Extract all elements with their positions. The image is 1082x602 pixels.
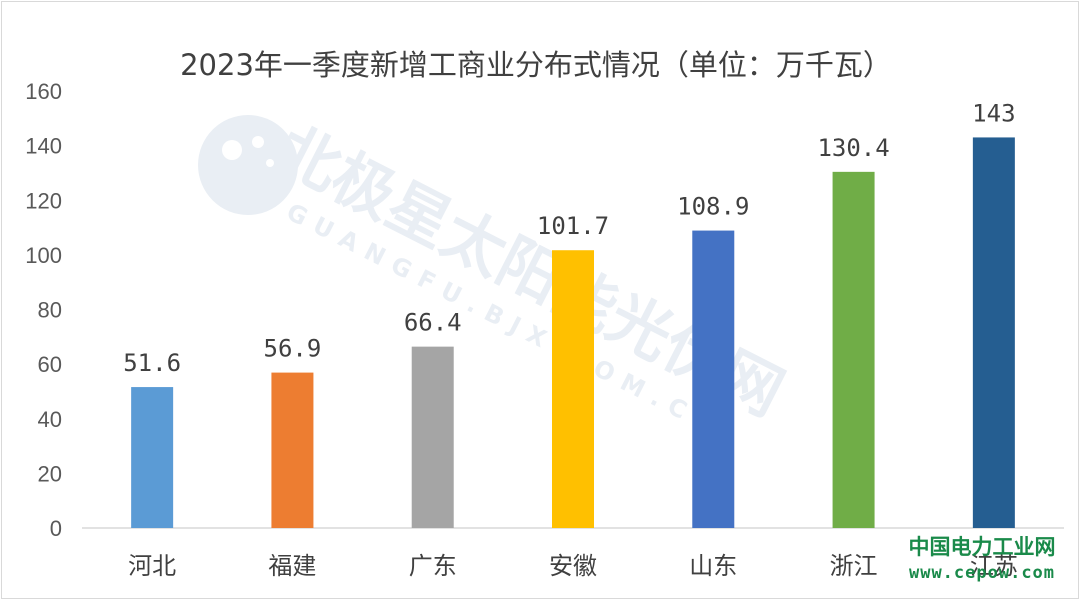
x-tick-label: 江苏 bbox=[970, 552, 1018, 580]
brand-logo: 中国电力工业网 www.cepow.com bbox=[909, 535, 1056, 583]
y-tick-label: 40 bbox=[38, 407, 62, 432]
data-label: 101.7 bbox=[537, 212, 609, 240]
data-label: 143 bbox=[972, 99, 1015, 127]
data-label: 51.6 bbox=[123, 349, 181, 377]
bar-7 bbox=[972, 137, 1015, 528]
x-tick-label: 广东 bbox=[409, 552, 457, 580]
bar-6 bbox=[832, 171, 875, 528]
y-tick-label: 140 bbox=[25, 134, 62, 159]
data-label: 56.9 bbox=[264, 335, 322, 363]
x-tick-label: 浙江 bbox=[830, 552, 878, 580]
data-label: 130.4 bbox=[817, 134, 889, 162]
bars bbox=[131, 137, 1015, 528]
x-axis: 河北 福建 广东 安徽 山东 浙江 江苏 bbox=[128, 552, 1018, 580]
bar-2 bbox=[271, 372, 314, 528]
chart-title: 2023年一季度新增工商业分布式情况（单位：万千瓦） bbox=[180, 48, 892, 82]
y-tick-label: 20 bbox=[38, 461, 62, 486]
y-tick-label: 60 bbox=[38, 352, 62, 377]
watermark-logo-icon bbox=[198, 115, 298, 215]
x-tick-label: 福建 bbox=[268, 552, 316, 580]
brand-url: www.cepow.com bbox=[909, 563, 1055, 583]
bar-3 bbox=[411, 346, 454, 528]
x-tick-label: 山东 bbox=[689, 552, 737, 580]
x-tick-label: 安徽 bbox=[549, 552, 597, 580]
bar-1 bbox=[131, 387, 174, 528]
y-tick-label: 160 bbox=[25, 79, 62, 104]
bar-4 bbox=[552, 250, 594, 528]
data-label: 66.4 bbox=[404, 309, 462, 337]
y-tick-label: 120 bbox=[25, 188, 62, 213]
y-tick-label: 0 bbox=[50, 516, 62, 541]
y-axis: 0 20 40 60 80 100 120 140 160 bbox=[25, 79, 62, 541]
x-tick-label: 河北 bbox=[128, 552, 176, 580]
y-tick-label: 80 bbox=[38, 298, 62, 323]
data-labels: 51.6 56.9 66.4 101.7 108.9 130.4 143 bbox=[123, 99, 1015, 377]
brand-name: 中国电力工业网 bbox=[909, 535, 1056, 559]
y-tick-label: 100 bbox=[25, 243, 62, 268]
data-label: 108.9 bbox=[677, 193, 749, 221]
bar-5 bbox=[692, 230, 735, 528]
